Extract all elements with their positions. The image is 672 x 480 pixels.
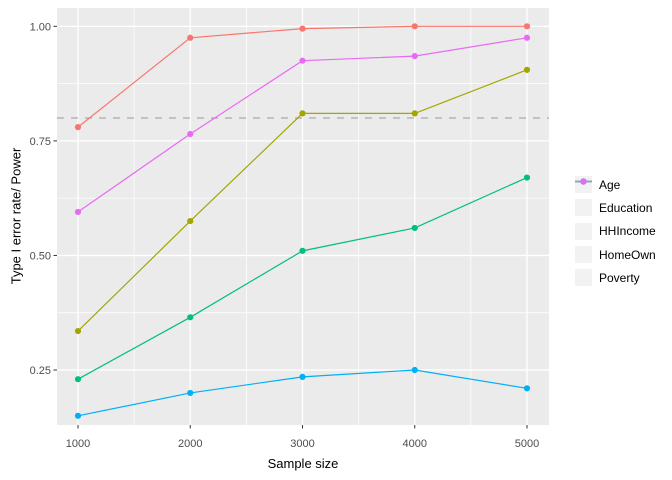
x-tick-label: 2000 xyxy=(178,438,202,450)
legend-entry-homeown: HomeOwn xyxy=(575,178,656,266)
data-point-homeown xyxy=(74,412,82,419)
data-point-age xyxy=(299,25,306,32)
legend-label: Age xyxy=(599,177,621,192)
data-point-age xyxy=(411,23,418,30)
data-point-age xyxy=(523,23,531,30)
data-point-age xyxy=(187,34,194,41)
data-point-poverty xyxy=(411,53,418,60)
legend-entry-hhincome: HHIncome xyxy=(575,178,656,243)
legend-key-icon xyxy=(575,178,592,217)
data-point-age xyxy=(74,124,82,131)
data-point-homeown xyxy=(299,373,306,380)
legend-label: HHIncome xyxy=(599,224,656,239)
data-point-hhincome xyxy=(299,247,306,254)
legend-key-icon xyxy=(575,178,592,264)
data-point-hhincome xyxy=(187,314,194,321)
data-point-poverty xyxy=(299,57,306,64)
legend-entry-education: Education xyxy=(575,178,656,219)
legend-label: Poverty xyxy=(599,270,640,285)
legend-key-icon xyxy=(575,178,592,240)
data-point-education xyxy=(523,66,531,73)
y-axis-title: Type I error rate/ Power xyxy=(8,147,24,285)
data-point-education xyxy=(187,217,194,225)
data-point-education xyxy=(411,110,418,117)
data-point-hhincome xyxy=(523,174,531,181)
x-tick-label: 5000 xyxy=(515,438,539,450)
legend-label: HomeOwn xyxy=(599,247,656,262)
x-tick-label: 3000 xyxy=(290,438,314,450)
x-tick-label: 4000 xyxy=(403,438,427,450)
y-tick-label: 0.50 xyxy=(30,250,51,262)
data-point-education xyxy=(74,327,82,335)
x-tick-label: 1000 xyxy=(66,438,90,450)
legend: Age Education HHIncome HomeOwn Poverty xyxy=(575,173,656,289)
y-tick-label: 0.75 xyxy=(30,136,51,148)
legend-label: Education xyxy=(599,200,653,215)
legend-entry-age: Age xyxy=(575,173,656,196)
x-axis-title: Sample size xyxy=(267,456,339,471)
y-tick-label: 1.00 xyxy=(30,21,51,33)
legend-key-icon xyxy=(575,178,592,287)
data-point-poverty xyxy=(523,34,531,41)
data-point-poverty xyxy=(187,130,194,138)
y-tick-label: 0.25 xyxy=(30,365,51,377)
data-point-education xyxy=(299,110,306,117)
legend-entry-poverty: Poverty xyxy=(575,178,656,289)
data-point-hhincome xyxy=(411,224,418,232)
data-point-homeown xyxy=(187,389,194,397)
data-point-homeown xyxy=(523,385,531,392)
data-point-poverty xyxy=(74,208,82,216)
data-point-hhincome xyxy=(74,376,82,383)
data-point-homeown xyxy=(411,366,418,374)
